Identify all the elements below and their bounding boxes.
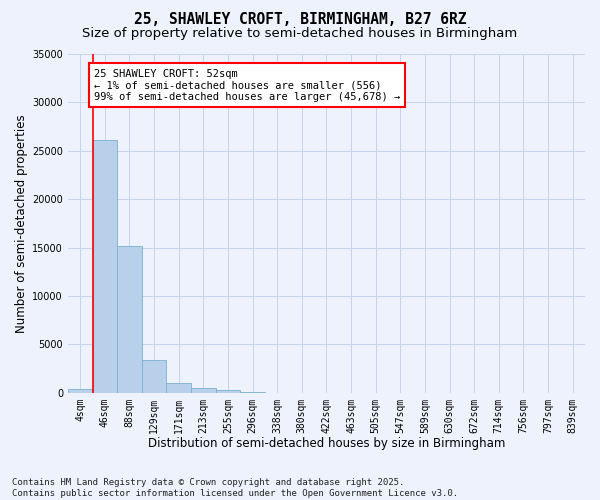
Bar	[117, 246, 142, 392]
Text: Contains HM Land Registry data © Crown copyright and database right 2025.
Contai: Contains HM Land Registry data © Crown c…	[12, 478, 458, 498]
Y-axis label: Number of semi-detached properties: Number of semi-detached properties	[15, 114, 28, 332]
Text: 25 SHAWLEY CROFT: 52sqm
← 1% of semi-detached houses are smaller (556)
99% of se: 25 SHAWLEY CROFT: 52sqm ← 1% of semi-det…	[94, 68, 400, 102]
Text: 25, SHAWLEY CROFT, BIRMINGHAM, B27 6RZ: 25, SHAWLEY CROFT, BIRMINGHAM, B27 6RZ	[134, 12, 466, 28]
X-axis label: Distribution of semi-detached houses by size in Birmingham: Distribution of semi-detached houses by …	[148, 437, 505, 450]
Text: Size of property relative to semi-detached houses in Birmingham: Size of property relative to semi-detach…	[82, 28, 518, 40]
Bar	[166, 382, 191, 392]
Bar	[215, 390, 240, 392]
Bar	[191, 388, 215, 392]
Bar	[142, 360, 166, 392]
Bar	[68, 389, 92, 392]
Bar	[92, 140, 117, 392]
